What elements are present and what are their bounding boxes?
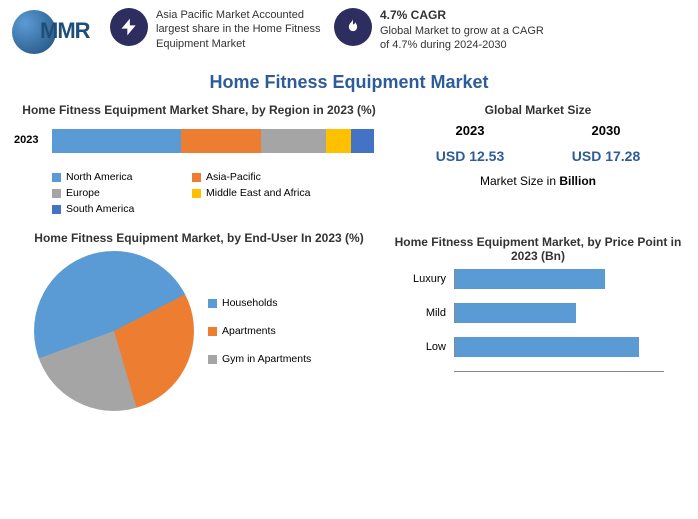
ms-year-0: 2023: [456, 123, 485, 138]
legend-item: Households: [208, 297, 328, 309]
bar-fill: [455, 269, 605, 289]
region-chart: Home Fitness Equipment Market Share, by …: [14, 103, 384, 215]
legend-swatch: [208, 355, 217, 364]
main-title: Home Fitness Equipment Market: [0, 72, 698, 93]
region-seg-asia-pacific: [181, 129, 262, 153]
legend-label: Europe: [66, 187, 100, 199]
ms-val-1: USD 17.28: [572, 148, 640, 164]
legend-swatch: [208, 327, 217, 336]
enduser-chart: Home Fitness Equipment Market, by End-Us…: [14, 231, 384, 411]
price-bars: Luxury Mild Low: [392, 269, 684, 372]
legend-swatch: [52, 173, 61, 182]
price-bar-row: Mild: [404, 303, 664, 323]
legend-swatch: [52, 189, 61, 198]
region-seg-europe: [261, 129, 325, 153]
region-seg-north-america: [52, 129, 181, 153]
cagr-title: 4.7% CAGR: [380, 8, 550, 24]
market-size-note: Market Size in Billion: [402, 174, 674, 188]
insight-cagr-text: 4.7% CAGR Global Market to grow at a CAG…: [380, 8, 550, 52]
legend-item: Gym in Apartments: [208, 353, 328, 365]
legend-label: Households: [222, 297, 277, 309]
enduser-title: Home Fitness Equipment Market, by End-Us…: [14, 231, 384, 245]
market-size-values: USD 12.53 USD 17.28: [402, 148, 674, 164]
bar-track: [454, 269, 664, 289]
ms-val-0: USD 12.53: [436, 148, 504, 164]
cagr-desc: Global Market to grow at a CAGR of 4.7% …: [380, 24, 550, 53]
logo-text: MMR: [40, 18, 90, 44]
legend-item: South America: [52, 203, 172, 215]
bolt-icon: [110, 8, 148, 46]
bar-track: [454, 337, 664, 357]
price-bar-row: Luxury: [404, 269, 664, 289]
legend-swatch: [192, 189, 201, 198]
legend-swatch: [52, 205, 61, 214]
region-seg-south-america: [351, 129, 374, 153]
legend-label: Apartments: [222, 325, 276, 337]
market-size-title: Global Market Size: [402, 103, 674, 117]
legend-item: Middle East and Africa: [192, 187, 312, 199]
legend-label: North America: [66, 171, 133, 183]
legend-item: Asia-Pacific: [192, 171, 312, 183]
legend-item: Apartments: [208, 325, 328, 337]
region-legend: North America Asia-Pacific Europe Middle Ea…: [14, 171, 384, 215]
region-chart-title: Home Fitness Equipment Market Share, by …: [14, 103, 384, 117]
price-title: Home Fitness Equipment Market, by Price …: [392, 235, 684, 263]
price-bar-row: Low: [404, 337, 664, 357]
bar-label: Luxury: [404, 273, 454, 285]
pie-wrap: Households Apartments Gym in Apartments: [14, 251, 384, 411]
pie-chart: [34, 251, 194, 411]
legend-label: Asia-Pacific: [206, 171, 261, 183]
bar-track: [454, 303, 664, 323]
header: MMR Asia Pacific Market Accounted larges…: [0, 0, 698, 66]
legend-label: Middle East and Africa: [206, 187, 310, 199]
region-year-label: 2023: [14, 134, 38, 146]
bar-fill: [455, 303, 576, 323]
bar-label: Mild: [404, 307, 454, 319]
ms-note-prefix: Market Size in: [480, 174, 559, 188]
x-axis: [454, 371, 664, 372]
insight-asia-text: Asia Pacific Market Accounted largest sh…: [156, 8, 326, 51]
legend-label: South America: [66, 203, 134, 215]
insight-asia: Asia Pacific Market Accounted largest sh…: [110, 8, 326, 51]
legend-item: North America: [52, 171, 172, 183]
flame-icon: [334, 8, 372, 46]
price-chart: Home Fitness Equipment Market, by Price …: [392, 235, 684, 411]
pie-legend: Households Apartments Gym in Apartments: [208, 297, 328, 365]
region-stacked-bar: [52, 129, 374, 153]
bar-fill: [455, 337, 639, 357]
bar-label: Low: [404, 341, 454, 353]
content-grid: Home Fitness Equipment Market Share, by …: [0, 103, 698, 411]
legend-swatch: [208, 299, 217, 308]
region-seg-middle-east-and-africa: [326, 129, 352, 153]
ms-note-bold: Billion: [559, 174, 596, 188]
market-size-years: 2023 2030: [402, 123, 674, 138]
legend-label: Gym in Apartments: [222, 353, 311, 365]
ms-year-1: 2030: [592, 123, 621, 138]
mmr-logo: MMR: [12, 8, 102, 58]
region-bar-wrap: 2023: [14, 123, 384, 165]
legend-item: Europe: [52, 187, 172, 199]
legend-swatch: [192, 173, 201, 182]
market-size-panel: Global Market Size 2023 2030 USD 12.53 U…: [392, 103, 684, 215]
insight-cagr: 4.7% CAGR Global Market to grow at a CAG…: [334, 8, 550, 52]
